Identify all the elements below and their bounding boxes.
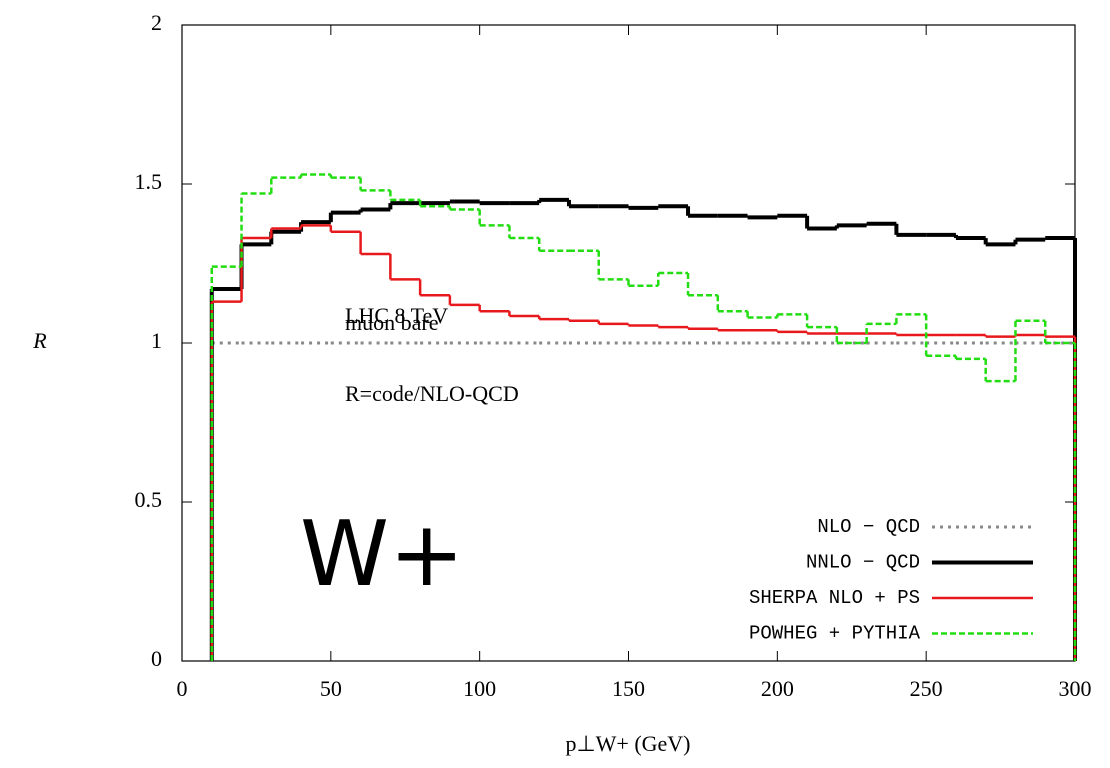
annotation: R=code/NLO-QCD	[345, 381, 519, 406]
x-tick-label: 50	[320, 676, 342, 701]
legend-label: NLO − QCD	[817, 516, 920, 538]
y-axis-label: R	[32, 328, 47, 353]
y-tick-label: 1	[151, 328, 162, 353]
legend-label: SHERPA NLO + PS	[749, 587, 920, 609]
y-tick-label: 1.5	[135, 169, 163, 194]
y-tick-label: 0.5	[135, 487, 163, 512]
x-tick-label: 100	[463, 676, 496, 701]
y-tick-label: 2	[151, 10, 162, 35]
legend-label: POWHEG + PYTHIA	[749, 623, 921, 645]
x-tick-label: 250	[910, 676, 943, 701]
x-tick-label: 300	[1059, 676, 1092, 701]
annotation: muon bare	[345, 310, 438, 335]
annotation: W+	[300, 502, 464, 607]
x-axis-label: p⊥W+ (GeV)	[565, 731, 690, 756]
y-tick-label: 0	[151, 646, 162, 671]
x-tick-label: 0	[177, 676, 188, 701]
legend-label: NNLO − QCD	[806, 552, 920, 574]
annotation: LHC 8 TeV	[345, 303, 448, 328]
x-tick-label: 150	[612, 676, 645, 701]
x-tick-label: 200	[761, 676, 794, 701]
